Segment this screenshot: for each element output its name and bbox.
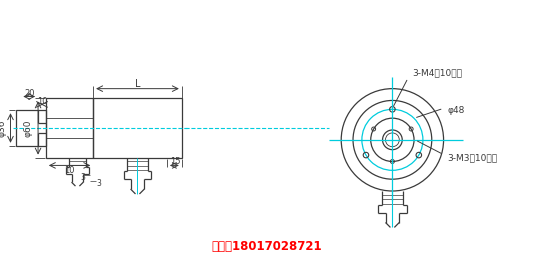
- Text: φ48: φ48: [448, 106, 465, 115]
- Bar: [16, 110, 46, 146]
- Bar: [93, 99, 182, 158]
- Text: 15: 15: [170, 157, 180, 166]
- Text: 10: 10: [64, 166, 75, 175]
- Text: 3: 3: [96, 179, 101, 188]
- Text: φ36: φ36: [0, 119, 6, 137]
- Text: 10: 10: [37, 97, 47, 106]
- Text: 3-M3深10均布: 3-M3深10均布: [448, 153, 498, 162]
- Text: 3: 3: [80, 173, 85, 182]
- Bar: [46, 99, 93, 158]
- Text: 20: 20: [24, 89, 35, 98]
- Text: 3-M4深10均布: 3-M4深10均布: [412, 68, 462, 77]
- Text: 手机：18017028721: 手机：18017028721: [211, 240, 322, 253]
- Text: φ60: φ60: [24, 119, 33, 137]
- Text: L: L: [135, 79, 140, 89]
